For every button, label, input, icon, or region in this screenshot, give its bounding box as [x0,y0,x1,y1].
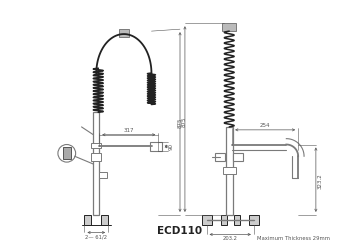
Bar [221,215,227,225]
Text: 875: 875 [182,117,187,127]
Text: 875: 875 [178,118,183,128]
Bar [215,153,225,161]
Bar [119,29,129,37]
Text: Maximum Thickness 29mm: Maximum Thickness 29mm [257,236,330,241]
Bar [223,167,236,174]
Text: 323.2: 323.2 [318,173,323,189]
Bar [234,215,240,225]
Bar [226,127,233,215]
Text: 90: 90 [168,143,173,150]
Bar [99,172,107,178]
Text: 317: 317 [123,128,134,133]
Bar [233,153,243,161]
Text: 254: 254 [260,123,270,128]
Bar [202,215,212,225]
Text: 203.2: 203.2 [223,236,238,241]
Bar [222,23,236,31]
Bar [91,153,101,161]
Bar [150,142,162,151]
Bar [63,147,71,159]
Text: 2— 61/2: 2— 61/2 [85,234,107,239]
Text: ECD110: ECD110 [157,226,203,236]
Bar [101,215,108,225]
Bar [91,143,101,148]
Bar [93,112,99,215]
Bar [249,215,259,225]
Bar [85,215,91,225]
